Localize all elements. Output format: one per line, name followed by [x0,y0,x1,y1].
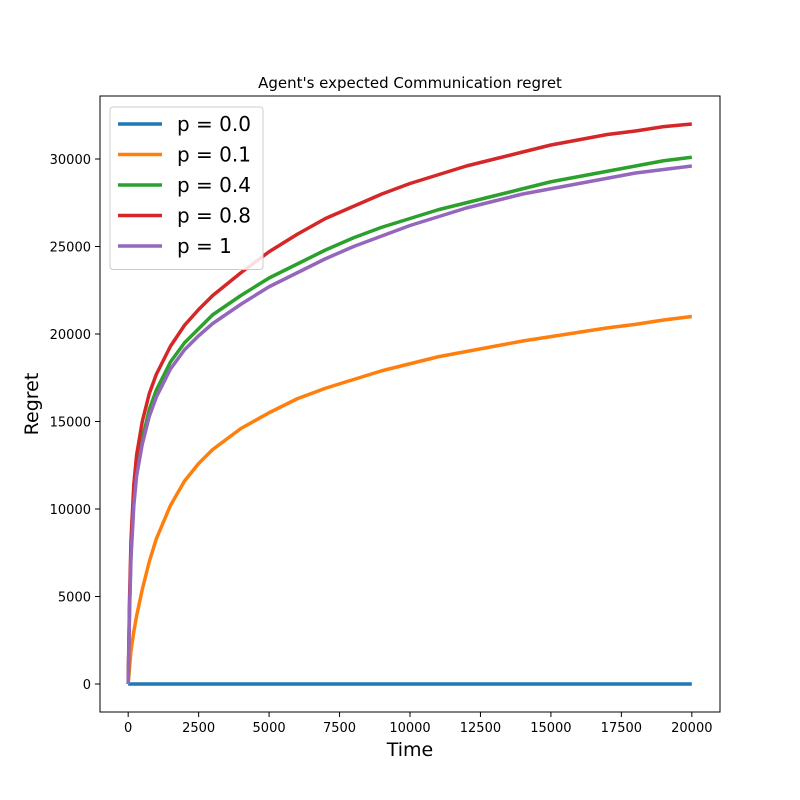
y-tick-label-2: 10000 [50,503,91,518]
legend-label-0: p = 0.0 [177,112,251,136]
x-tick-label-6: 15000 [530,721,571,736]
y-tick-label-0: 0 [83,678,91,693]
legend-label-4: p = 1 [177,234,232,258]
x-tick-label-1: 2500 [182,721,215,736]
legend-label-1: p = 0.1 [177,143,251,167]
y-axis-ticks: 0 5000 10000 15000 20000 25000 30000 [50,153,100,693]
series-line-4 [126,164,693,685]
x-tick-label-0: 0 [124,721,132,736]
series-line-3 [126,122,692,685]
y-tick-label-4: 20000 [50,328,91,343]
legend-box [109,106,264,270]
legend-label-2: p = 0.4 [177,173,251,197]
x-tick-label-4: 10000 [389,721,430,736]
series-line-1 [126,314,693,685]
x-tick-label-8: 20000 [671,721,712,736]
chart-title: Agent's expected Communication regret [258,74,562,92]
y-tick-label-1: 5000 [58,591,91,606]
x-tick-label-3: 7500 [323,721,356,736]
y-tick-label-3: 15000 [50,416,91,431]
legend-label-3: p = 0.8 [177,204,251,228]
y-axis-label: Regret [21,373,43,436]
legend: p = 0.0 p = 0.1 p = 0.4 p = 0.8 p = 1 [109,106,264,270]
x-tick-label-5: 12500 [460,721,501,736]
plot-area [126,122,693,686]
y-tick-label-6: 30000 [50,153,91,168]
y-tick-label-5: 25000 [50,241,91,256]
x-axis-label: Time [386,739,434,761]
x-tick-label-7: 17500 [601,721,642,736]
x-tick-label-2: 5000 [253,721,286,736]
x-axis-ticks: 0 2500 5000 7500 10000 12500 15000 17500 20000 [124,712,712,736]
